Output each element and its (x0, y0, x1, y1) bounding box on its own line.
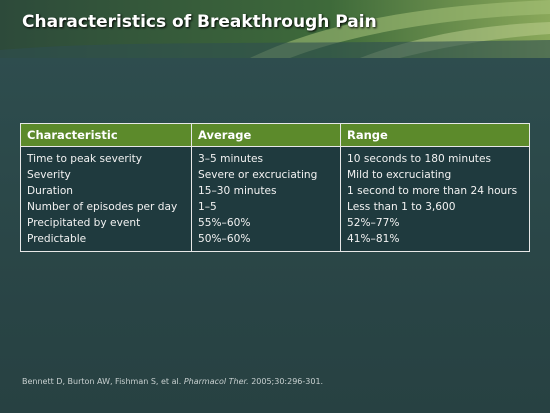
table-cell: Time to peak severity (20, 146, 192, 167)
table-cell: Severity (20, 167, 192, 183)
table-row: Duration 15–30 minutes 1 second to more th… (20, 183, 530, 199)
column-header: Characteristic (20, 123, 192, 147)
table-cell: 15–30 minutes (191, 183, 341, 199)
citation: Bennett D, Burton AW, Fishman S, et al. … (22, 377, 323, 386)
table-cell: 52%–77% (340, 215, 530, 231)
table-cell: Duration (20, 183, 192, 199)
slide-title: Characteristics of Breakthrough Pain (22, 12, 377, 32)
citation-text: Bennett D, Burton AW, Fishman S, et al. (22, 377, 184, 386)
table-cell: Mild to excruciating (340, 167, 530, 183)
citation-text: 2005;30:296-301. (248, 377, 324, 386)
table-cell: Number of episodes per day (20, 199, 192, 215)
table-cell: Severe or excruciating (191, 167, 341, 183)
table-cell: Precipitated by event (20, 215, 192, 231)
table-cell: 55%–60% (191, 215, 341, 231)
table-row: Time to peak severity 3–5 minutes 10 secon… (20, 146, 530, 167)
citation-journal: Pharmacol Ther. (183, 377, 249, 386)
column-header: Range (340, 123, 530, 147)
table-cell: 3–5 minutes (191, 146, 341, 167)
table-cell: 1 second to more than 24 hours (340, 183, 530, 199)
table-cell: Predictable (20, 231, 192, 252)
table-row: Predictable 50%–60% 41%–81% (20, 231, 530, 252)
table-row: Number of episodes per day 1–5 Less than 1… (20, 199, 530, 215)
table-row: Severity Severe or excruciating Mild to ex… (20, 167, 530, 183)
table-cell: 10 seconds to 180 minutes (340, 146, 530, 167)
table-cell: Less than 1 to 3,600 (340, 199, 530, 215)
table-cell: 50%–60% (191, 231, 341, 252)
banner (0, 0, 550, 58)
table-cell: 41%–81% (340, 231, 530, 252)
table: Characteristic Average Range Time to pea… (20, 123, 530, 252)
table-cell: 1–5 (191, 199, 341, 215)
column-header: Average (191, 123, 341, 147)
table-row: Precipitated by event 55%–60% 52%–77% (20, 215, 530, 231)
